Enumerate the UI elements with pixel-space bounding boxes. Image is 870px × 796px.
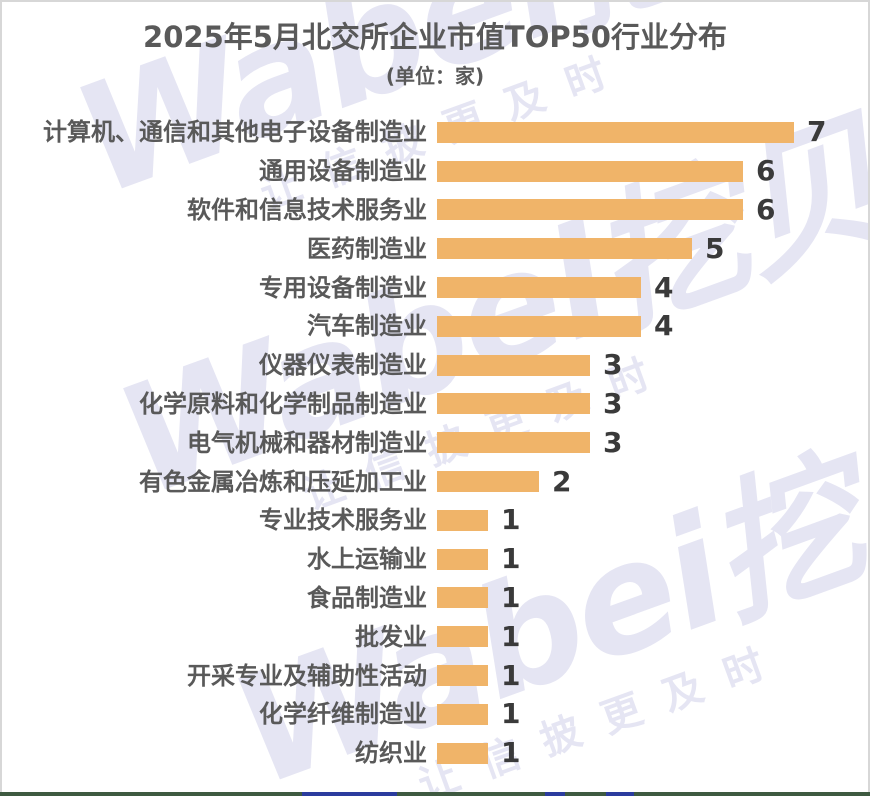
bar xyxy=(437,742,488,764)
category-label: 批发业 xyxy=(355,622,427,651)
category-label: 食品制造业 xyxy=(307,583,427,612)
bar xyxy=(437,121,794,143)
chart-subtitle: (单位：家) xyxy=(385,63,485,88)
chart-row: 化学原料和化学制品制造业 3 xyxy=(0,385,870,424)
value-label: 1 xyxy=(501,619,521,653)
bar xyxy=(437,199,743,221)
chart-row: 汽车制造业 4 xyxy=(0,307,870,346)
category-label: 软件和信息技术服务业 xyxy=(187,195,427,224)
bar xyxy=(437,587,488,609)
chart-row: 专业技术服务业 1 xyxy=(0,501,870,540)
category-label: 电气机械和器材制造业 xyxy=(187,428,427,457)
bar xyxy=(437,548,488,570)
category-label: 水上运输业 xyxy=(307,545,427,574)
bar xyxy=(437,315,641,337)
chart-row: 纺织业 1 xyxy=(0,734,870,773)
chart-row: 软件和信息技术服务业 6 xyxy=(0,191,870,230)
bar xyxy=(437,393,590,415)
category-label: 化学纤维制造业 xyxy=(259,700,427,729)
value-label: 1 xyxy=(501,580,521,614)
value-label: 1 xyxy=(501,736,521,770)
bar xyxy=(437,626,488,648)
bar xyxy=(437,665,488,687)
chart-row: 开采专业及辅助性活动 1 xyxy=(0,656,870,695)
category-label: 开采专业及辅助性活动 xyxy=(187,661,427,690)
value-label: 1 xyxy=(501,503,521,537)
chart-row: 计算机、通信和其他电子设备制造业 7 xyxy=(0,113,870,152)
value-label: 1 xyxy=(501,658,521,692)
chart-header: 2025年5月北交所企业市值TOP50行业分布 (单位：家) xyxy=(0,0,870,89)
bar xyxy=(437,432,590,454)
bar xyxy=(437,277,641,299)
category-label: 医药制造业 xyxy=(307,234,427,263)
value-label: 4 xyxy=(654,309,674,343)
chart-row: 仪器仪表制造业 3 xyxy=(0,346,870,385)
category-label: 专业技术服务业 xyxy=(259,506,427,535)
bottom-strip-segment xyxy=(545,792,565,796)
value-label: 2 xyxy=(552,464,572,498)
value-label: 6 xyxy=(756,192,776,226)
value-label: 3 xyxy=(603,348,623,382)
bar xyxy=(437,471,539,493)
chart-row: 有色金属冶炼和压延加工业 2 xyxy=(0,462,870,501)
chart-row: 食品制造业 1 xyxy=(0,579,870,618)
bottom-strip-segment xyxy=(606,792,634,796)
value-label: 7 xyxy=(807,115,827,149)
value-label: 3 xyxy=(603,386,623,420)
category-label: 有色金属冶炼和压延加工业 xyxy=(139,467,427,496)
chart-row: 水上运输业 1 xyxy=(0,540,870,579)
value-label: 1 xyxy=(501,542,521,576)
chart-row: 批发业 1 xyxy=(0,617,870,656)
category-label: 汽车制造业 xyxy=(307,312,427,341)
chart-title: 2025年5月北交所企业市值TOP50行业分布 xyxy=(143,20,727,54)
bottom-strip-segment xyxy=(302,792,397,796)
category-label: 纺织业 xyxy=(355,739,427,768)
bar-chart: 计算机、通信和其他电子设备制造业 7 通用设备制造业 6 软件和信息技术服务业 6 医药制造… xyxy=(0,113,870,773)
chart-row: 化学纤维制造业 1 xyxy=(0,695,870,734)
bar xyxy=(437,354,590,376)
value-label: 6 xyxy=(756,154,776,188)
bar xyxy=(437,238,692,260)
value-label: 1 xyxy=(501,697,521,731)
value-label: 3 xyxy=(603,425,623,459)
bar xyxy=(437,703,488,725)
chart-row: 通用设备制造业 6 xyxy=(0,152,870,191)
chart-row: 电气机械和器材制造业 3 xyxy=(0,423,870,462)
value-label: 4 xyxy=(654,270,674,304)
bottom-edge-strip xyxy=(0,792,870,796)
chart-row: 医药制造业 5 xyxy=(0,229,870,268)
category-label: 化学原料和化学制品制造业 xyxy=(139,389,427,418)
value-label: 5 xyxy=(705,231,725,265)
chart-row: 专用设备制造业 4 xyxy=(0,268,870,307)
bar xyxy=(437,509,488,531)
category-label: 仪器仪表制造业 xyxy=(259,351,427,380)
category-label: 专用设备制造业 xyxy=(259,273,427,302)
category-label: 计算机、通信和其他电子设备制造业 xyxy=(43,118,427,147)
bar xyxy=(437,160,743,182)
category-label: 通用设备制造业 xyxy=(259,157,427,186)
